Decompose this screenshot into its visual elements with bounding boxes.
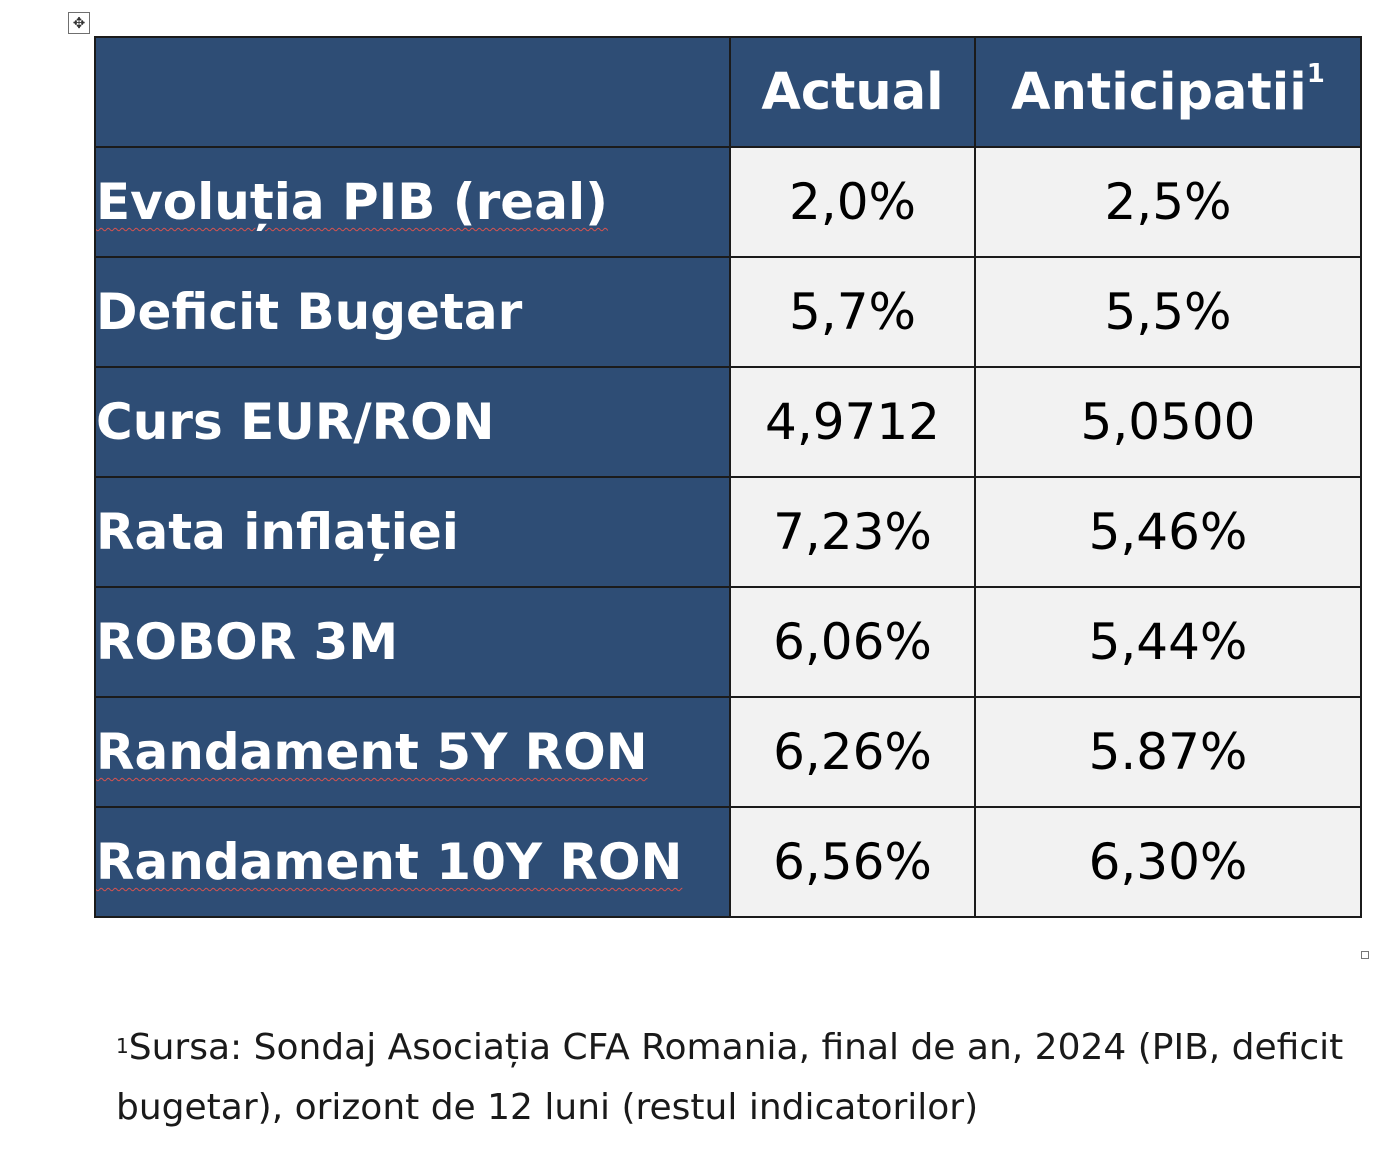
row-label-text: Rata inflației: [96, 503, 459, 561]
actual-value: 6,56%: [729, 806, 976, 918]
header-anticipatii: Anticipatii1: [974, 36, 1362, 148]
anticipatii-value: 5,46%: [974, 476, 1362, 588]
footnote: 1Sursa: Sondaj Asociația CFA Romania, fi…: [116, 1018, 1343, 1138]
table-row: Evoluția PIB (real) 2,0% 2,5%: [94, 146, 1362, 258]
anticipatii-value: 5.87%: [974, 696, 1362, 808]
actual-value: 5,7%: [729, 256, 976, 368]
table-row: Rata inflației 7,23% 5,46%: [94, 476, 1362, 588]
footnote-marker: 1: [116, 1034, 129, 1058]
row-label: Rata inflației: [94, 476, 731, 588]
header-actual-label: Actual: [761, 62, 944, 122]
anticipatii-value: 5,44%: [974, 586, 1362, 698]
actual-value: 6,06%: [729, 586, 976, 698]
header-empty-cell: [94, 36, 731, 148]
table-row: Curs EUR/RON 4,9712 5,0500: [94, 366, 1362, 478]
table-row: Deficit Bugetar 5,7% 5,5%: [94, 256, 1362, 368]
anticipatii-value: 2,5%: [974, 146, 1362, 258]
row-label-text: ROBOR 3M: [96, 613, 399, 671]
anticipatii-value: 5,0500: [974, 366, 1362, 478]
row-label: Curs EUR/RON: [94, 366, 731, 478]
anticipatii-value: 5,5%: [974, 256, 1362, 368]
actual-value: 4,9712: [729, 366, 976, 478]
table-row: Randament 10Y RON 6,56% 6,30%: [94, 806, 1362, 918]
table-row: Randament 5Y RON 6,26% 5.87%: [94, 696, 1362, 808]
table-header-row: Actual Anticipatii1: [94, 36, 1362, 148]
row-label: ROBOR 3M: [94, 586, 731, 698]
row-label-text: Randament 5Y RON: [96, 723, 648, 781]
actual-value: 7,23%: [729, 476, 976, 588]
row-label: Randament 10Y RON: [94, 806, 731, 918]
footnote-text-1: Sursa: Sondaj Asociația CFA Romania, fin…: [128, 1027, 1344, 1068]
footnote-line-1: 1Sursa: Sondaj Asociația CFA Romania, fi…: [116, 1018, 1343, 1078]
indicators-table: Actual Anticipatii1 Evoluția PIB (real) …: [94, 36, 1362, 918]
footnote-line-2: bugetar), orizont de 12 luni (restul ind…: [116, 1087, 979, 1128]
table-resize-handle-icon[interactable]: [1361, 951, 1369, 959]
table-move-handle-icon[interactable]: ✥: [68, 12, 90, 34]
anticipatii-value: 6,30%: [974, 806, 1362, 918]
row-label: Evoluția PIB (real): [94, 146, 731, 258]
header-anticipatii-label: Anticipatii: [1011, 62, 1307, 122]
row-label: Randament 5Y RON: [94, 696, 731, 808]
actual-value: 2,0%: [729, 146, 976, 258]
row-label-text: Evoluția PIB (real): [96, 173, 608, 231]
actual-value: 6,26%: [729, 696, 976, 808]
row-label-text: Randament 10Y RON: [96, 833, 683, 891]
header-anticipatii-footnote-marker: 1: [1306, 58, 1325, 89]
row-label: Deficit Bugetar: [94, 256, 731, 368]
table-row: ROBOR 3M 6,06% 5,44%: [94, 586, 1362, 698]
row-label-text: Curs EUR/RON: [96, 393, 495, 451]
header-actual: Actual: [729, 36, 976, 148]
row-label-text: Deficit Bugetar: [96, 283, 523, 341]
